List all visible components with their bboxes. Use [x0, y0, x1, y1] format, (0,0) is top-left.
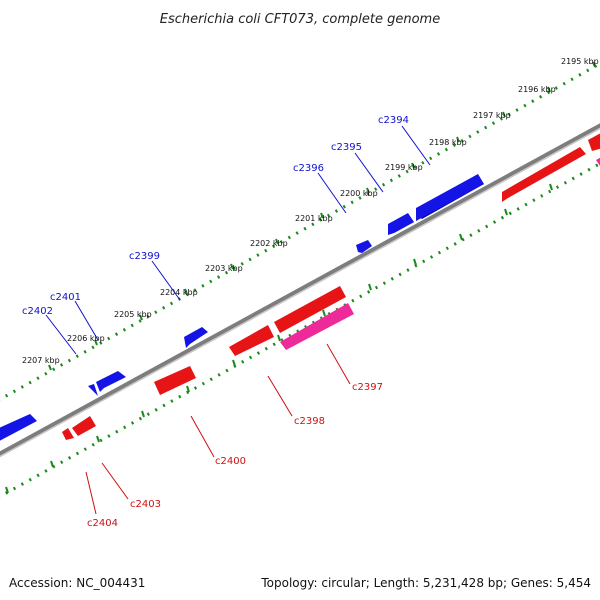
map-title: Escherichia coli CFT073, complete genome — [160, 12, 440, 27]
kbp-label: 2201 kbp — [295, 214, 333, 223]
kbp-label: 2200 kbp — [340, 189, 378, 198]
accession-text: Accession: NC_004431 — [9, 576, 145, 590]
scale-labels: 2195 kbp 2196 kbp 2197 kbp 2198 kbp 2199… — [22, 57, 599, 365]
kbp-label: 2205 kbp — [114, 310, 152, 319]
gene-c2399[interactable] — [184, 327, 208, 348]
gene-c2398[interactable] — [274, 286, 346, 333]
forward-genes — [0, 174, 484, 446]
gene-label-c2403[interactable]: c2403 — [130, 499, 161, 510]
inner-major-ticks — [5, 183, 553, 494]
gene-c2402[interactable] — [88, 384, 98, 396]
kbp-label: 2204 kbp — [160, 288, 198, 297]
reverse-gene-labels: c2397 c2398 c2400 c2403 c2404 — [85, 343, 383, 529]
gene-c2396[interactable] — [356, 240, 372, 253]
gene-c2394[interactable] — [416, 174, 484, 221]
kbp-label: 2198 kbp — [429, 138, 467, 147]
gene-reverse-a[interactable] — [502, 147, 586, 202]
kbp-label: 2199 kbp — [385, 163, 423, 172]
gene-c2404[interactable] — [62, 428, 74, 440]
forward-gene-labels: c2394 c2395 c2396 c2399 c2401 c2402 — [22, 115, 431, 355]
topology-text: Topology: circular; Length: 5,231,428 bp… — [260, 576, 591, 590]
gene-c2403[interactable] — [72, 416, 96, 436]
gene-label-c2402[interactable]: c2402 — [22, 306, 53, 317]
gene-label-c2401[interactable]: c2401 — [50, 292, 81, 303]
gene-label-c2404[interactable]: c2404 — [87, 518, 118, 529]
genome-backbone — [0, 123, 600, 456]
kbp-label: 2195 kbp — [561, 57, 599, 66]
kbp-label: 2203 kbp — [205, 264, 243, 273]
gene-reverse-c[interactable] — [596, 152, 600, 166]
kbp-label: 2202 kbp — [250, 239, 288, 248]
outer-scale-track — [0, 61, 600, 402]
gene-c2401[interactable] — [96, 371, 126, 392]
gene-unlabeled-left[interactable] — [0, 414, 37, 446]
gene-label-c2397[interactable]: c2397 — [352, 382, 383, 393]
gene-label-c2396[interactable]: c2396 — [293, 163, 324, 174]
gene-label-c2399[interactable]: c2399 — [129, 251, 160, 262]
gene-label-c2394[interactable]: c2394 — [378, 115, 409, 126]
kbp-label: 2197 kbp — [473, 111, 511, 120]
inner-scale-track — [0, 161, 600, 499]
gene-label-c2398[interactable]: c2398 — [294, 416, 325, 427]
gene-c2395[interactable] — [388, 213, 414, 235]
kbp-label: 2206 kbp — [67, 334, 105, 343]
gene-reverse-b[interactable] — [588, 128, 600, 151]
outer-major-ticks — [48, 61, 596, 371]
gene-c2397[interactable] — [280, 303, 354, 350]
gene-label-c2400[interactable]: c2400 — [215, 456, 246, 467]
kbp-label: 2196 kbp — [518, 85, 556, 94]
kbp-label: 2207 kbp — [22, 356, 60, 365]
reverse-genes — [62, 128, 600, 440]
gene-c2400-region[interactable] — [229, 325, 274, 356]
gene-c2400[interactable] — [154, 366, 196, 395]
gene-label-c2395[interactable]: c2395 — [331, 142, 362, 153]
